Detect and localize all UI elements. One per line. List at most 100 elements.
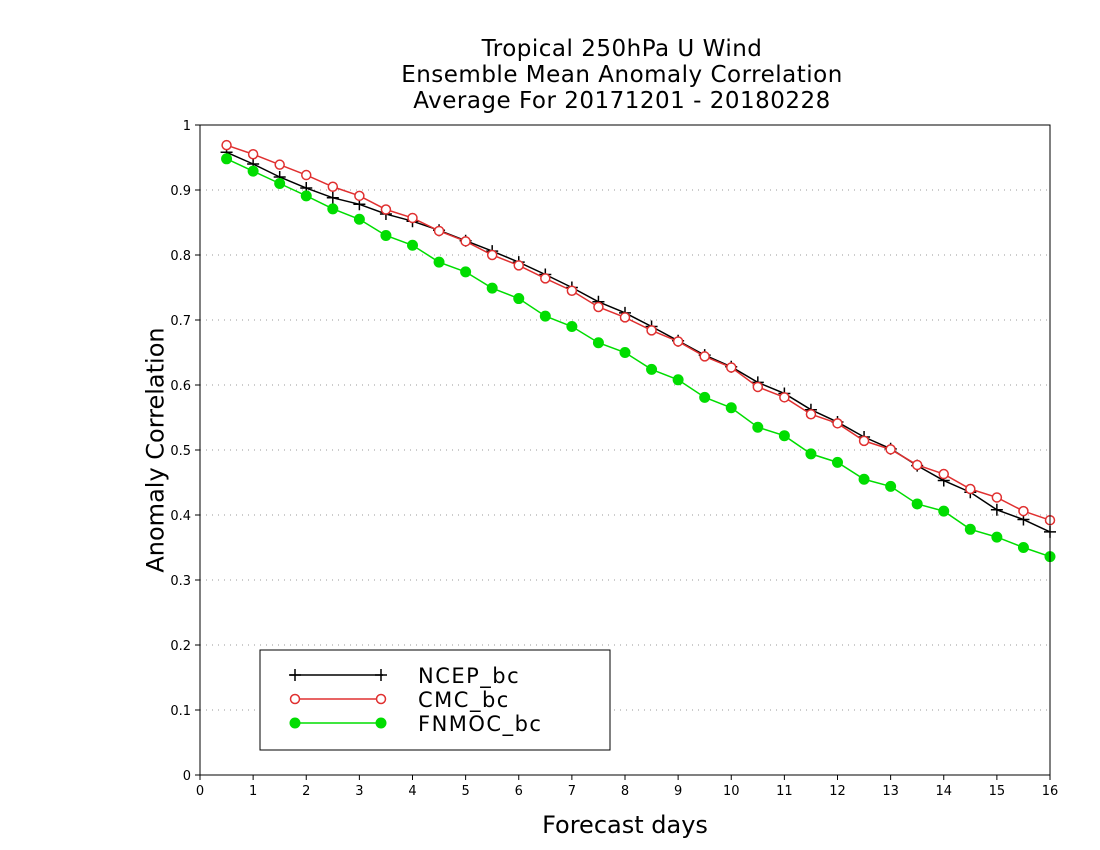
x-tick-label: 13 [882,784,899,799]
data-point [885,480,897,492]
y-tick-label: 0.5 [170,444,191,459]
data-point [832,418,843,429]
data-point [646,325,657,336]
x-axis-label: Forecast days [542,811,708,839]
data-point [433,225,445,237]
x-tick-label: 4 [408,784,416,799]
legend-marker [289,717,301,729]
data-point [965,483,976,495]
data-point [911,459,923,471]
legend-marker [375,693,387,705]
data-point [726,362,737,373]
legend-marker [289,669,301,681]
y-axis-label: Anomaly Correlation [141,327,169,572]
chart-title-line-3: Average For 20171201 - 20180228 [413,88,831,114]
data-point [1018,505,1029,517]
data-point [407,212,418,224]
data-point [407,239,418,251]
data-point [300,190,312,202]
data-point [964,523,976,535]
data-point [221,139,232,151]
data-point [725,402,737,414]
data-point [327,203,339,215]
y-tick-label: 1 [183,119,191,134]
chart-title-line-2: Ensemble Mean Anomaly Correlation [401,62,843,88]
data-point [752,421,764,433]
data-point [513,293,525,305]
x-tick-label: 15 [989,784,1006,799]
data-point [274,178,286,189]
x-tick-label: 1 [249,784,257,799]
data-point [858,435,870,447]
chart-title-line-1: Tropical 250hPa U Wind [481,36,763,62]
legend-box [259,649,611,751]
data-point [380,230,392,241]
y-tick-label: 0.4 [170,509,191,524]
legend-item: CMC_bc [289,688,510,713]
data-point [460,266,472,278]
data-point [699,351,710,362]
x-tick-label: 0 [196,784,204,799]
data-point [221,153,233,165]
data-point [858,473,870,485]
series-CMC_bc [221,139,1056,526]
y-tick-label: 0.8 [170,249,191,264]
legend-marker [375,669,387,681]
data-point [778,430,790,442]
legend-label: CMC_bc [418,688,510,713]
x-tick-label: 11 [776,784,793,799]
data-point [991,531,1003,543]
data-point [911,498,923,510]
data-point [513,260,524,271]
data-point [938,505,950,517]
legend-marker [289,693,301,705]
data-point [672,336,684,347]
data-point [672,374,684,386]
legend-marker [375,717,387,729]
data-point [540,273,551,284]
legend-item: FNMOC_bc [289,712,541,737]
data-point [646,363,658,375]
data-point [885,444,896,455]
x-tick-label: 7 [568,784,576,799]
data-point [247,165,259,177]
series-line [226,158,1051,558]
data-point [832,456,843,468]
x-tick-label: 12 [829,784,846,799]
data-point [354,190,365,202]
series-NCEP_bc [220,146,1056,538]
data-point [486,249,498,261]
data-point [433,256,445,268]
x-tick-label: 14 [935,784,952,799]
x-tick-label: 16 [1042,784,1059,799]
x-tick-label: 5 [461,784,469,799]
data-point [353,213,365,225]
data-point [380,204,392,215]
series-FNMOC_bc [221,153,1056,563]
y-tick-label: 0 [183,769,191,784]
data-point [991,492,1003,503]
x-tick-label: 9 [674,784,682,799]
x-tick-label: 8 [621,784,629,799]
y-tick-label: 0.2 [170,639,191,654]
series-line [226,151,1051,533]
axes: 00.10.20.30.40.50.60.70.80.910 1 2 3 4 5 6 7 8 9 1… [170,119,1058,799]
gridlines [200,124,1050,711]
y-tick-label: 0.6 [170,379,191,394]
data-point [752,381,764,393]
series-layer [220,139,1056,563]
data-point [805,409,817,420]
legend-label: NCEP_bc [418,664,520,689]
data-point [938,468,949,480]
y-tick-label: 0.1 [170,704,191,719]
data-point [327,181,339,192]
data-point [1017,542,1029,553]
data-point [779,392,790,403]
data-point [619,312,631,323]
data-point [566,285,578,296]
data-point [593,301,604,313]
data-point [990,503,1003,516]
data-point [699,391,711,403]
